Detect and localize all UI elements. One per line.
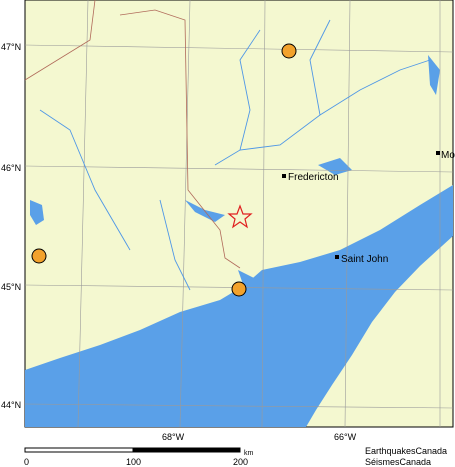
ocean — [25, 185, 453, 427]
lake — [428, 55, 440, 95]
scale-label: 200 — [233, 457, 248, 467]
lon-label: 66°W — [334, 432, 357, 442]
bay — [238, 270, 278, 330]
city-label: Fredericton — [288, 172, 339, 183]
earthquake-marker — [281, 43, 297, 59]
border — [24, 0, 241, 269]
lat-label: 46°N — [1, 163, 21, 173]
credit: EarthquakesCanada — [365, 446, 447, 456]
city-dot — [335, 255, 339, 259]
river — [39, 19, 431, 291]
lat-label: 45°N — [1, 282, 21, 292]
city-dot — [436, 151, 440, 155]
scale-label: 0 — [24, 457, 29, 467]
lat-label: 44°N — [1, 400, 21, 410]
lat-label: 47°N — [1, 42, 21, 52]
lon-label: 68°W — [162, 432, 185, 442]
graticule — [24, 0, 454, 428]
scale-bar — [24, 447, 241, 453]
scale-label: 100 — [126, 457, 141, 467]
city-dot — [282, 174, 286, 178]
credit: SéismesCanada — [365, 457, 431, 467]
lake — [30, 200, 44, 225]
city-label: Saint John — [341, 254, 388, 265]
city-label: Mo — [441, 150, 455, 161]
epicenter-star — [227, 204, 253, 229]
scale-unit: km — [244, 450, 254, 457]
earthquake-marker — [231, 281, 247, 297]
earthquake-marker — [31, 248, 47, 264]
